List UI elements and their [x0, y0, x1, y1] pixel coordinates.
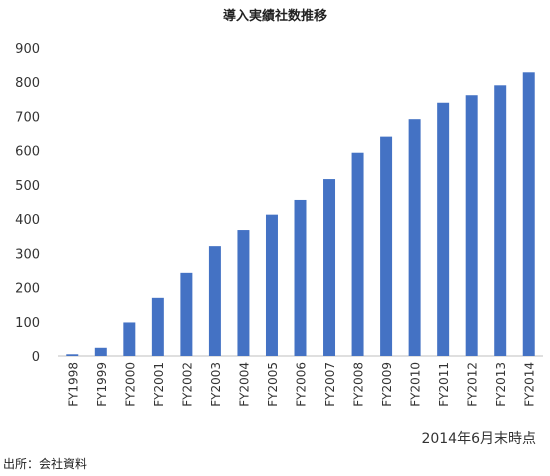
y-tick-label: 300 — [15, 247, 40, 262]
bar-FY2001 — [151, 297, 164, 356]
y-tick-label: 500 — [15, 179, 40, 194]
bar-FY2005 — [265, 214, 278, 356]
x-tick-label: FY1999 — [95, 362, 109, 407]
bar-FY2007 — [323, 179, 336, 356]
bar-FY2003 — [208, 246, 221, 356]
y-tick-label: 100 — [15, 316, 40, 331]
y-tick-label: 400 — [15, 213, 40, 228]
x-tick-label: FY2011 — [437, 362, 451, 407]
y-axis-ticks: 0 100 200 300 400 500 600 700 800 900 — [15, 42, 40, 365]
bar-FY2000 — [123, 322, 136, 356]
x-tick-label: FY2013 — [494, 362, 508, 407]
y-tick-label: 0 — [32, 350, 40, 365]
bar-FY2006 — [294, 199, 307, 356]
bar-FY2013 — [494, 85, 507, 357]
x-tick-label: FY2002 — [180, 362, 194, 407]
source-note: 出所：会社資料 — [3, 457, 88, 471]
bar-FY2011 — [437, 102, 450, 356]
bar-FY2014 — [522, 72, 535, 356]
bar-FY2010 — [408, 119, 421, 356]
x-tick-label: FY2008 — [352, 362, 366, 407]
x-tick-label: FY2010 — [409, 362, 423, 407]
x-tick-label: FY2006 — [295, 362, 309, 407]
as-of-date-note: 2014年6月末時点 — [421, 431, 536, 447]
bar-FY2002 — [180, 272, 193, 356]
x-tick-label: FY2012 — [466, 362, 480, 407]
bar-FY2004 — [237, 230, 250, 356]
bars-group — [66, 72, 535, 357]
chart-title: 導入実績社数推移 — [222, 9, 327, 24]
bar-FY2012 — [465, 95, 478, 356]
x-tick-label: FY2003 — [209, 362, 223, 407]
y-tick-label: 900 — [15, 42, 40, 57]
bar-FY1998 — [66, 354, 79, 356]
x-tick-label: FY2001 — [152, 362, 166, 407]
y-tick-label: 700 — [15, 110, 40, 125]
x-tick-label: FY2009 — [380, 362, 394, 407]
x-tick-label: FY2014 — [523, 362, 537, 407]
y-tick-label: 200 — [15, 282, 40, 297]
x-tick-label: FY2005 — [266, 362, 280, 407]
y-tick-label: 800 — [15, 76, 40, 91]
x-axis-ticks: FY1998 FY1999 FY2000 FY2001 FY2002 FY2003 FY20… — [66, 362, 536, 407]
bar-FY2008 — [351, 152, 364, 356]
bar-FY2009 — [380, 136, 393, 356]
y-tick-label: 600 — [15, 145, 40, 160]
bar-FY1999 — [94, 347, 107, 356]
x-tick-label: FY2000 — [123, 362, 137, 407]
x-tick-label: FY2007 — [323, 362, 337, 407]
x-tick-label: FY2004 — [237, 362, 251, 407]
x-tick-label: FY1998 — [66, 362, 80, 407]
